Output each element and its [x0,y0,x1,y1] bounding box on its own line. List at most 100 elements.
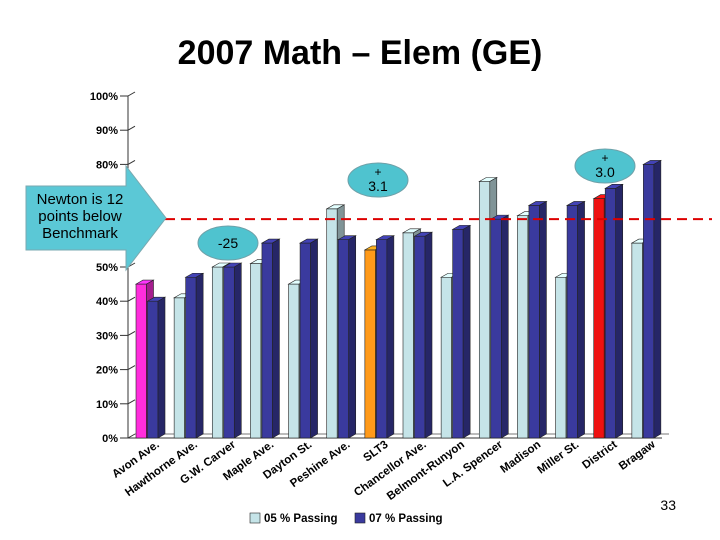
bar-05-passing-front [593,198,605,439]
bar-07-passing-side [386,235,395,439]
bar-07-passing-side [424,231,433,439]
bar-07-passing-front [566,205,578,439]
bar-07-passing [527,200,548,439]
annotation-value: 3.1 [368,178,388,194]
callout-shape [25,164,167,272]
callout-text-line: Benchmark [42,225,118,242]
legend-label-05: 05 % Passing [264,513,338,525]
x-tick-label: District [580,439,619,472]
callout-text-line: points below [38,208,122,225]
callout-text-line: Newton is 12 [37,191,124,208]
bar-07-passing [565,200,586,439]
legend: 05 % Passing 07 % Passing [249,512,443,525]
y-tick-depth [127,296,136,302]
bar-07-passing [489,214,510,439]
bar-07-passing-side [157,296,166,439]
bar-07-passing [604,183,624,439]
bar-07-passing [375,235,395,439]
bar-07-passing-front [528,205,540,439]
bar-05-passing-front [402,232,414,439]
annotation-balloon: +3.1 [347,162,409,198]
y-tick-label: 0% [102,433,118,445]
y-tick-depth [127,91,136,97]
annotation-balloon: +3.0 [574,148,636,184]
y-tick-label: 80% [96,159,118,171]
bar-05-passing-front [555,276,567,439]
balloon-shape [197,225,259,261]
bar-07-passing-front [185,276,197,439]
bar-07-passing-side [348,235,357,439]
bar-07-passing [451,224,472,439]
bars [134,159,662,439]
bar-07-passing [413,231,434,439]
y-tick-label: 90% [96,125,118,137]
x-axis-labels: Avon Ave.Hawthorne Ave.G.W. CarverMaple … [110,438,657,502]
bar-07-passing-front [490,218,502,439]
bar-07-passing-front [376,239,388,439]
bar-07-passing-side [500,214,509,439]
y-tick-depth [127,125,136,131]
bar-05-passing-front [517,215,529,439]
annotations: +3.1 -25 +3.0 [197,148,636,261]
bar-07-passing [222,262,243,439]
bar-07-passing [260,238,281,439]
bar-05-passing-front [211,266,224,439]
bar-07-passing-front [223,266,235,439]
bar-07-passing-side [615,183,624,439]
annotation-value: 3.0 [595,164,615,180]
bar-07-passing [642,159,662,439]
bar-07-passing [337,235,357,439]
bar-07-passing-side [195,272,204,439]
bar-07-passing-front [337,239,350,439]
bar-07-passing-front [604,188,617,439]
bar-07-passing-side [462,224,471,439]
bar-05-passing-front [326,208,338,439]
bar-07-passing-front [414,235,426,439]
x-tick-label: SLT3 [362,439,391,465]
balloon-shape [574,148,636,184]
y-tick-label: 40% [96,296,118,308]
bar-07-passing-side [539,200,547,439]
annotation-label: -25 [218,235,238,251]
bar-07-passing-side [272,238,280,439]
annotation-balloon: -25 [197,225,259,261]
bar-07-passing-side [577,200,585,439]
bar-07-passing-front [261,242,273,439]
balloon-shape [347,162,409,198]
y-tick-label: 30% [96,330,118,342]
x-tick-label: Bragaw [617,439,658,473]
annotation-label: + [374,165,381,179]
annotation-label: + [601,151,608,165]
x-tick-label: Madison [498,439,543,476]
bar-05-passing-front [440,276,452,439]
bar-07-passing-side [310,238,318,439]
bar-05-passing-front [173,297,185,439]
bar-05-passing-front [288,283,300,439]
x-tick-label: Miller St. [535,439,581,477]
legend-swatch-07 [354,512,366,524]
y-tick-label: 10% [96,399,118,411]
y-tick-label: 50% [96,262,118,274]
legend-swatch-05 [249,512,261,524]
bar-07-passing-front [452,229,464,439]
bar-05-passing-front [250,263,262,439]
bar-07-passing-front [299,242,311,439]
bar-07-passing [146,296,167,439]
y-tick-label: 20% [96,365,118,377]
slide-title: 2007 Math – Elem (GE) [177,34,543,72]
bar-07-passing [184,272,205,439]
bar-05-passing-front [364,249,376,439]
y-tick-depth [127,330,136,336]
bar-07-passing [298,238,319,439]
y-tick-label: 100% [90,91,118,103]
bar-07-passing-front [643,164,655,439]
y-tick-depth [127,365,136,371]
bar-05-passing-front [631,242,643,439]
y-tick-depth [127,159,136,165]
bar-05-passing-front [135,283,147,439]
bar-07-passing-side [653,159,662,439]
y-tick-depth [127,433,136,439]
legend-label-07: 07 % Passing [369,513,443,525]
